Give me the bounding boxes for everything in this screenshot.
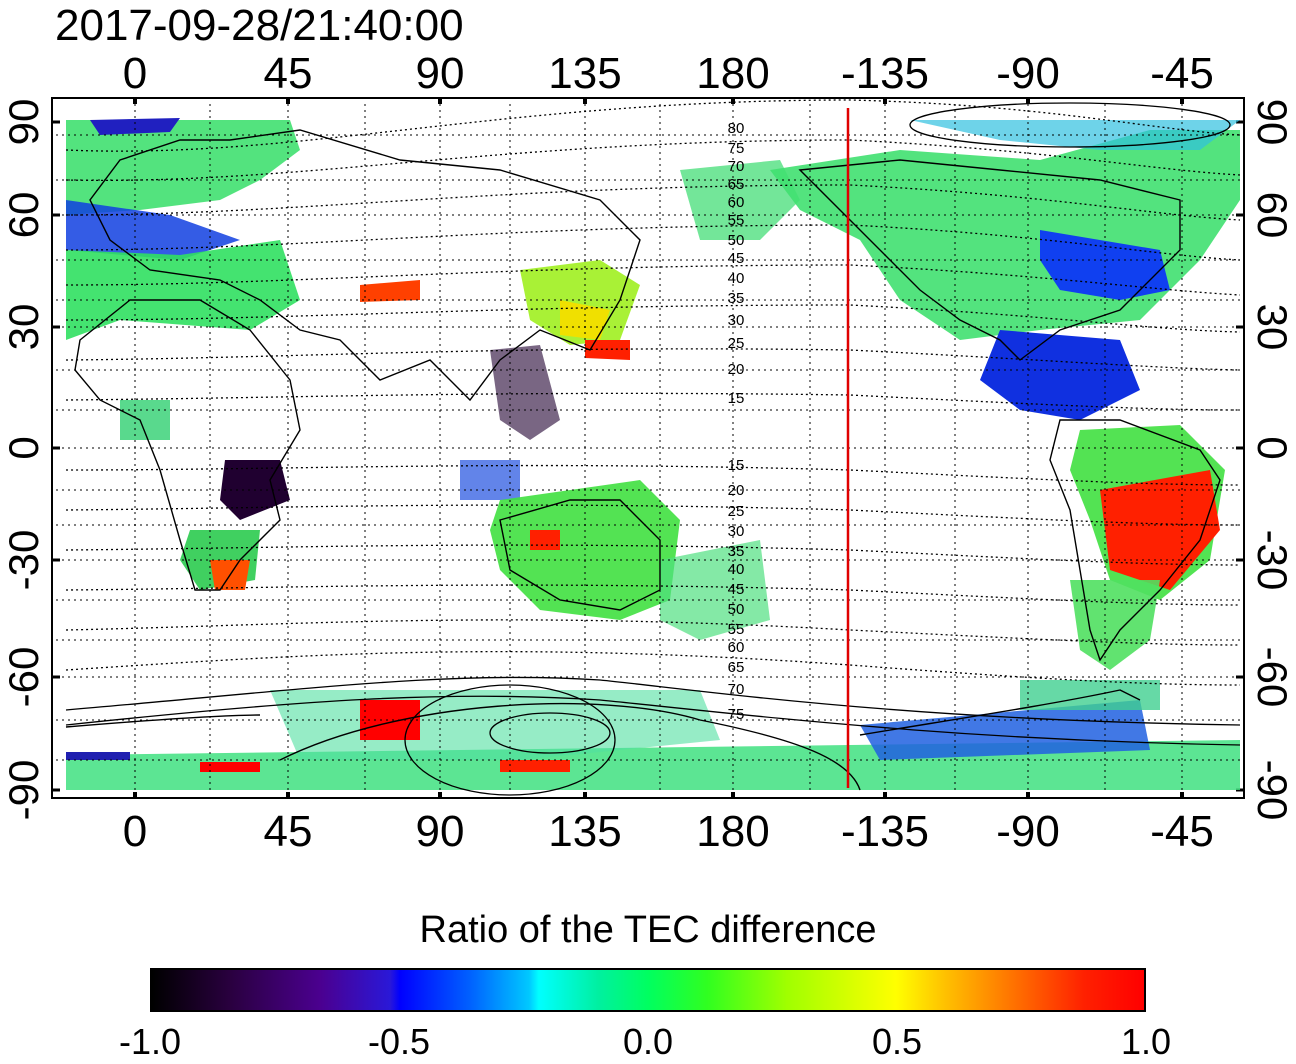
top-lon-label: 0 (123, 49, 147, 98)
contour-label: 30 (728, 312, 745, 329)
top-lon-label: 135 (548, 49, 621, 98)
contour-labels: 8075706560555045403530252015152025303540… (728, 120, 745, 723)
map-title: 2017-09-28/21:40:00 (55, 1, 464, 50)
contour-label: 55 (728, 621, 745, 638)
bottom-lon-label: -45 (1150, 807, 1214, 856)
colorbar-title: Ratio of the TEC difference (419, 909, 877, 951)
bottom-lon-label: 180 (696, 807, 769, 856)
left-lat-label: 0 (0, 436, 47, 459)
contour-label: 40 (728, 270, 745, 287)
contour-label: 30 (728, 523, 745, 540)
contour-label: 75 (728, 140, 745, 157)
top-lon-label: 180 (696, 49, 769, 98)
colorbar-tick-label: -0.5 (367, 1021, 431, 1062)
contour-label: 50 (728, 601, 745, 618)
right-lat-label: -90 (1249, 760, 1296, 821)
contour-label: 20 (728, 482, 745, 499)
bottom-lon-label: -135 (841, 807, 929, 856)
contour-label: 80 (728, 120, 745, 137)
contour-label: 25 (728, 503, 745, 520)
left-lat-label: -90 (0, 760, 47, 821)
right-lat-label: 0 (1249, 436, 1296, 459)
contour-label: 55 (728, 212, 745, 229)
contour-label: 60 (728, 639, 745, 656)
contour-label: 15 (728, 457, 745, 474)
magnetic-latitude-contours (65, 99, 1241, 796)
left-lat-label: -60 (0, 647, 47, 708)
colorbar-tick-label: 0.5 (871, 1021, 923, 1062)
colorbar-tick-label: 0.0 (622, 1021, 674, 1062)
coastlines (65, 129, 1221, 791)
contour-label: 60 (728, 194, 745, 211)
right-lat-label: 90 (1249, 99, 1296, 146)
colorbar-tick-label: -1.0 (118, 1021, 182, 1062)
contour-label: 70 (728, 158, 745, 175)
right-lat-label: 60 (1249, 192, 1296, 239)
left-lat-label: -30 (0, 530, 47, 591)
top-lon-label: -45 (1150, 49, 1214, 98)
top-lon-label: -135 (841, 49, 929, 98)
bottom-lon-label: 0 (123, 807, 147, 856)
contour-label: 20 (728, 361, 745, 378)
top-lon-label: 45 (264, 49, 313, 98)
bottom-lon-label: 135 (548, 807, 621, 856)
contour-label: 15 (728, 390, 745, 407)
contour-label: 35 (728, 290, 745, 307)
left-lat-label: 60 (0, 192, 47, 239)
top-lon-label: 90 (416, 49, 465, 98)
bottom-lon-label: 45 (264, 807, 313, 856)
contour-label: 45 (728, 581, 745, 598)
contour-label: 25 (728, 335, 745, 352)
top-lon-label: -90 (996, 49, 1060, 98)
tec-map: 0 45 90 135 180 -135 -90 -450 45 90 135 180 -135 -90-… (0, 49, 1296, 856)
left-lat-label: 90 (0, 99, 47, 146)
axis-labels: 0 45 90 135 180 -135 -90 -450 45 90 135 180 -135 -90-… (0, 49, 1296, 856)
contour-label: 65 (728, 176, 745, 193)
contour-label: 70 (728, 681, 745, 698)
bottom-lon-label: -90 (996, 807, 1060, 856)
lat-lon-grid (56, 104, 1240, 792)
contour-label: 75 (728, 706, 745, 723)
right-lat-label: 30 (1249, 304, 1296, 351)
colorbar (150, 968, 1146, 1012)
contour-label: 65 (728, 659, 745, 676)
contour-label: 35 (728, 543, 745, 560)
bottom-lon-label: 90 (416, 807, 465, 856)
contour-label: 40 (728, 561, 745, 578)
right-lat-label: -60 (1249, 647, 1296, 708)
left-lat-label: 30 (0, 304, 47, 351)
colorbar-tick-label: 1.0 (1120, 1021, 1172, 1062)
contour-label: 50 (728, 232, 745, 249)
contour-label: 45 (728, 250, 745, 267)
right-lat-label: -30 (1249, 530, 1296, 591)
